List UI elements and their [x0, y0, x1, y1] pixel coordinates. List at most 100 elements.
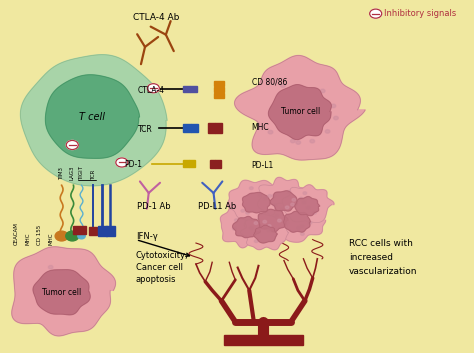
Polygon shape	[228, 180, 287, 222]
Circle shape	[256, 228, 260, 231]
Polygon shape	[270, 191, 297, 211]
Text: MHC: MHC	[49, 232, 54, 245]
Circle shape	[296, 141, 301, 144]
Circle shape	[249, 227, 253, 229]
Circle shape	[312, 109, 317, 113]
Circle shape	[287, 191, 291, 193]
Bar	[189, 160, 194, 167]
Circle shape	[116, 158, 128, 167]
Circle shape	[254, 222, 258, 225]
Circle shape	[255, 230, 259, 233]
Bar	[214, 87, 224, 92]
Circle shape	[66, 140, 78, 150]
Circle shape	[292, 198, 296, 201]
Text: Cancer cell: Cancer cell	[136, 263, 183, 272]
Circle shape	[285, 206, 289, 209]
Polygon shape	[254, 225, 277, 243]
Circle shape	[291, 139, 295, 143]
Bar	[98, 226, 107, 236]
Bar	[106, 226, 115, 236]
Text: PD-1: PD-1	[124, 160, 142, 169]
Circle shape	[370, 9, 382, 18]
Circle shape	[241, 209, 245, 212]
Circle shape	[299, 197, 303, 200]
Circle shape	[297, 227, 301, 229]
Circle shape	[233, 227, 236, 230]
Bar	[183, 86, 191, 92]
Text: Tumor cell: Tumor cell	[281, 107, 320, 116]
Bar	[183, 124, 191, 132]
Polygon shape	[295, 197, 320, 216]
Circle shape	[275, 214, 279, 217]
Bar	[214, 93, 224, 98]
Text: MHC: MHC	[26, 232, 31, 245]
Circle shape	[267, 225, 271, 227]
Text: TCR: TCR	[138, 125, 153, 134]
Text: MHC: MHC	[252, 123, 269, 132]
Circle shape	[264, 197, 267, 199]
Text: increased: increased	[349, 252, 393, 262]
Circle shape	[58, 305, 63, 308]
Bar	[210, 160, 215, 168]
Circle shape	[334, 116, 338, 120]
Circle shape	[62, 302, 66, 306]
Circle shape	[288, 109, 292, 112]
Polygon shape	[257, 177, 311, 220]
Text: CTLA-4: CTLA-4	[138, 86, 165, 95]
Text: apoptosis: apoptosis	[136, 275, 176, 284]
Circle shape	[246, 211, 249, 214]
Polygon shape	[220, 204, 274, 248]
Text: PD-L1: PD-L1	[252, 161, 274, 170]
Bar	[224, 335, 302, 345]
Circle shape	[48, 265, 53, 269]
Polygon shape	[284, 211, 310, 232]
Text: RCC cells with: RCC cells with	[349, 239, 413, 247]
Text: TCR: TCR	[91, 170, 97, 180]
Circle shape	[274, 104, 278, 108]
Text: CTLA-4 Ab: CTLA-4 Ab	[133, 13, 180, 22]
Circle shape	[301, 233, 304, 235]
Circle shape	[308, 221, 312, 224]
Text: LAG3: LAG3	[70, 166, 75, 180]
Polygon shape	[233, 216, 261, 238]
Bar	[191, 86, 197, 92]
Polygon shape	[235, 55, 365, 160]
Circle shape	[249, 187, 253, 190]
Circle shape	[235, 219, 238, 222]
Text: TIGIT: TIGIT	[79, 166, 84, 180]
Polygon shape	[282, 185, 334, 223]
Circle shape	[263, 220, 266, 223]
Text: Cytotoxicity,: Cytotoxicity,	[136, 251, 188, 260]
Polygon shape	[243, 192, 270, 213]
Circle shape	[78, 233, 85, 239]
Polygon shape	[240, 214, 289, 250]
Circle shape	[268, 130, 273, 134]
Circle shape	[303, 192, 307, 195]
Circle shape	[278, 219, 281, 222]
Text: CEACAM: CEACAM	[14, 222, 19, 245]
Polygon shape	[33, 270, 90, 315]
Circle shape	[300, 225, 304, 228]
Circle shape	[285, 221, 289, 224]
Polygon shape	[268, 85, 331, 139]
Circle shape	[312, 211, 316, 214]
Polygon shape	[242, 196, 302, 239]
Polygon shape	[12, 247, 116, 336]
Circle shape	[302, 201, 306, 204]
Text: CD 155: CD 155	[37, 225, 42, 245]
Bar	[208, 123, 215, 133]
Circle shape	[310, 139, 315, 143]
Circle shape	[258, 194, 262, 197]
Text: IFN-γ: IFN-γ	[136, 232, 157, 240]
Bar	[90, 227, 97, 235]
Circle shape	[52, 280, 56, 283]
Text: CD 80/86: CD 80/86	[252, 77, 287, 86]
Circle shape	[280, 208, 284, 211]
Bar	[214, 81, 224, 86]
Circle shape	[272, 195, 275, 197]
Text: PD-L1 Ab: PD-L1 Ab	[198, 202, 236, 211]
Circle shape	[66, 231, 79, 241]
Bar	[73, 226, 80, 234]
Circle shape	[147, 84, 159, 93]
Circle shape	[55, 231, 68, 241]
